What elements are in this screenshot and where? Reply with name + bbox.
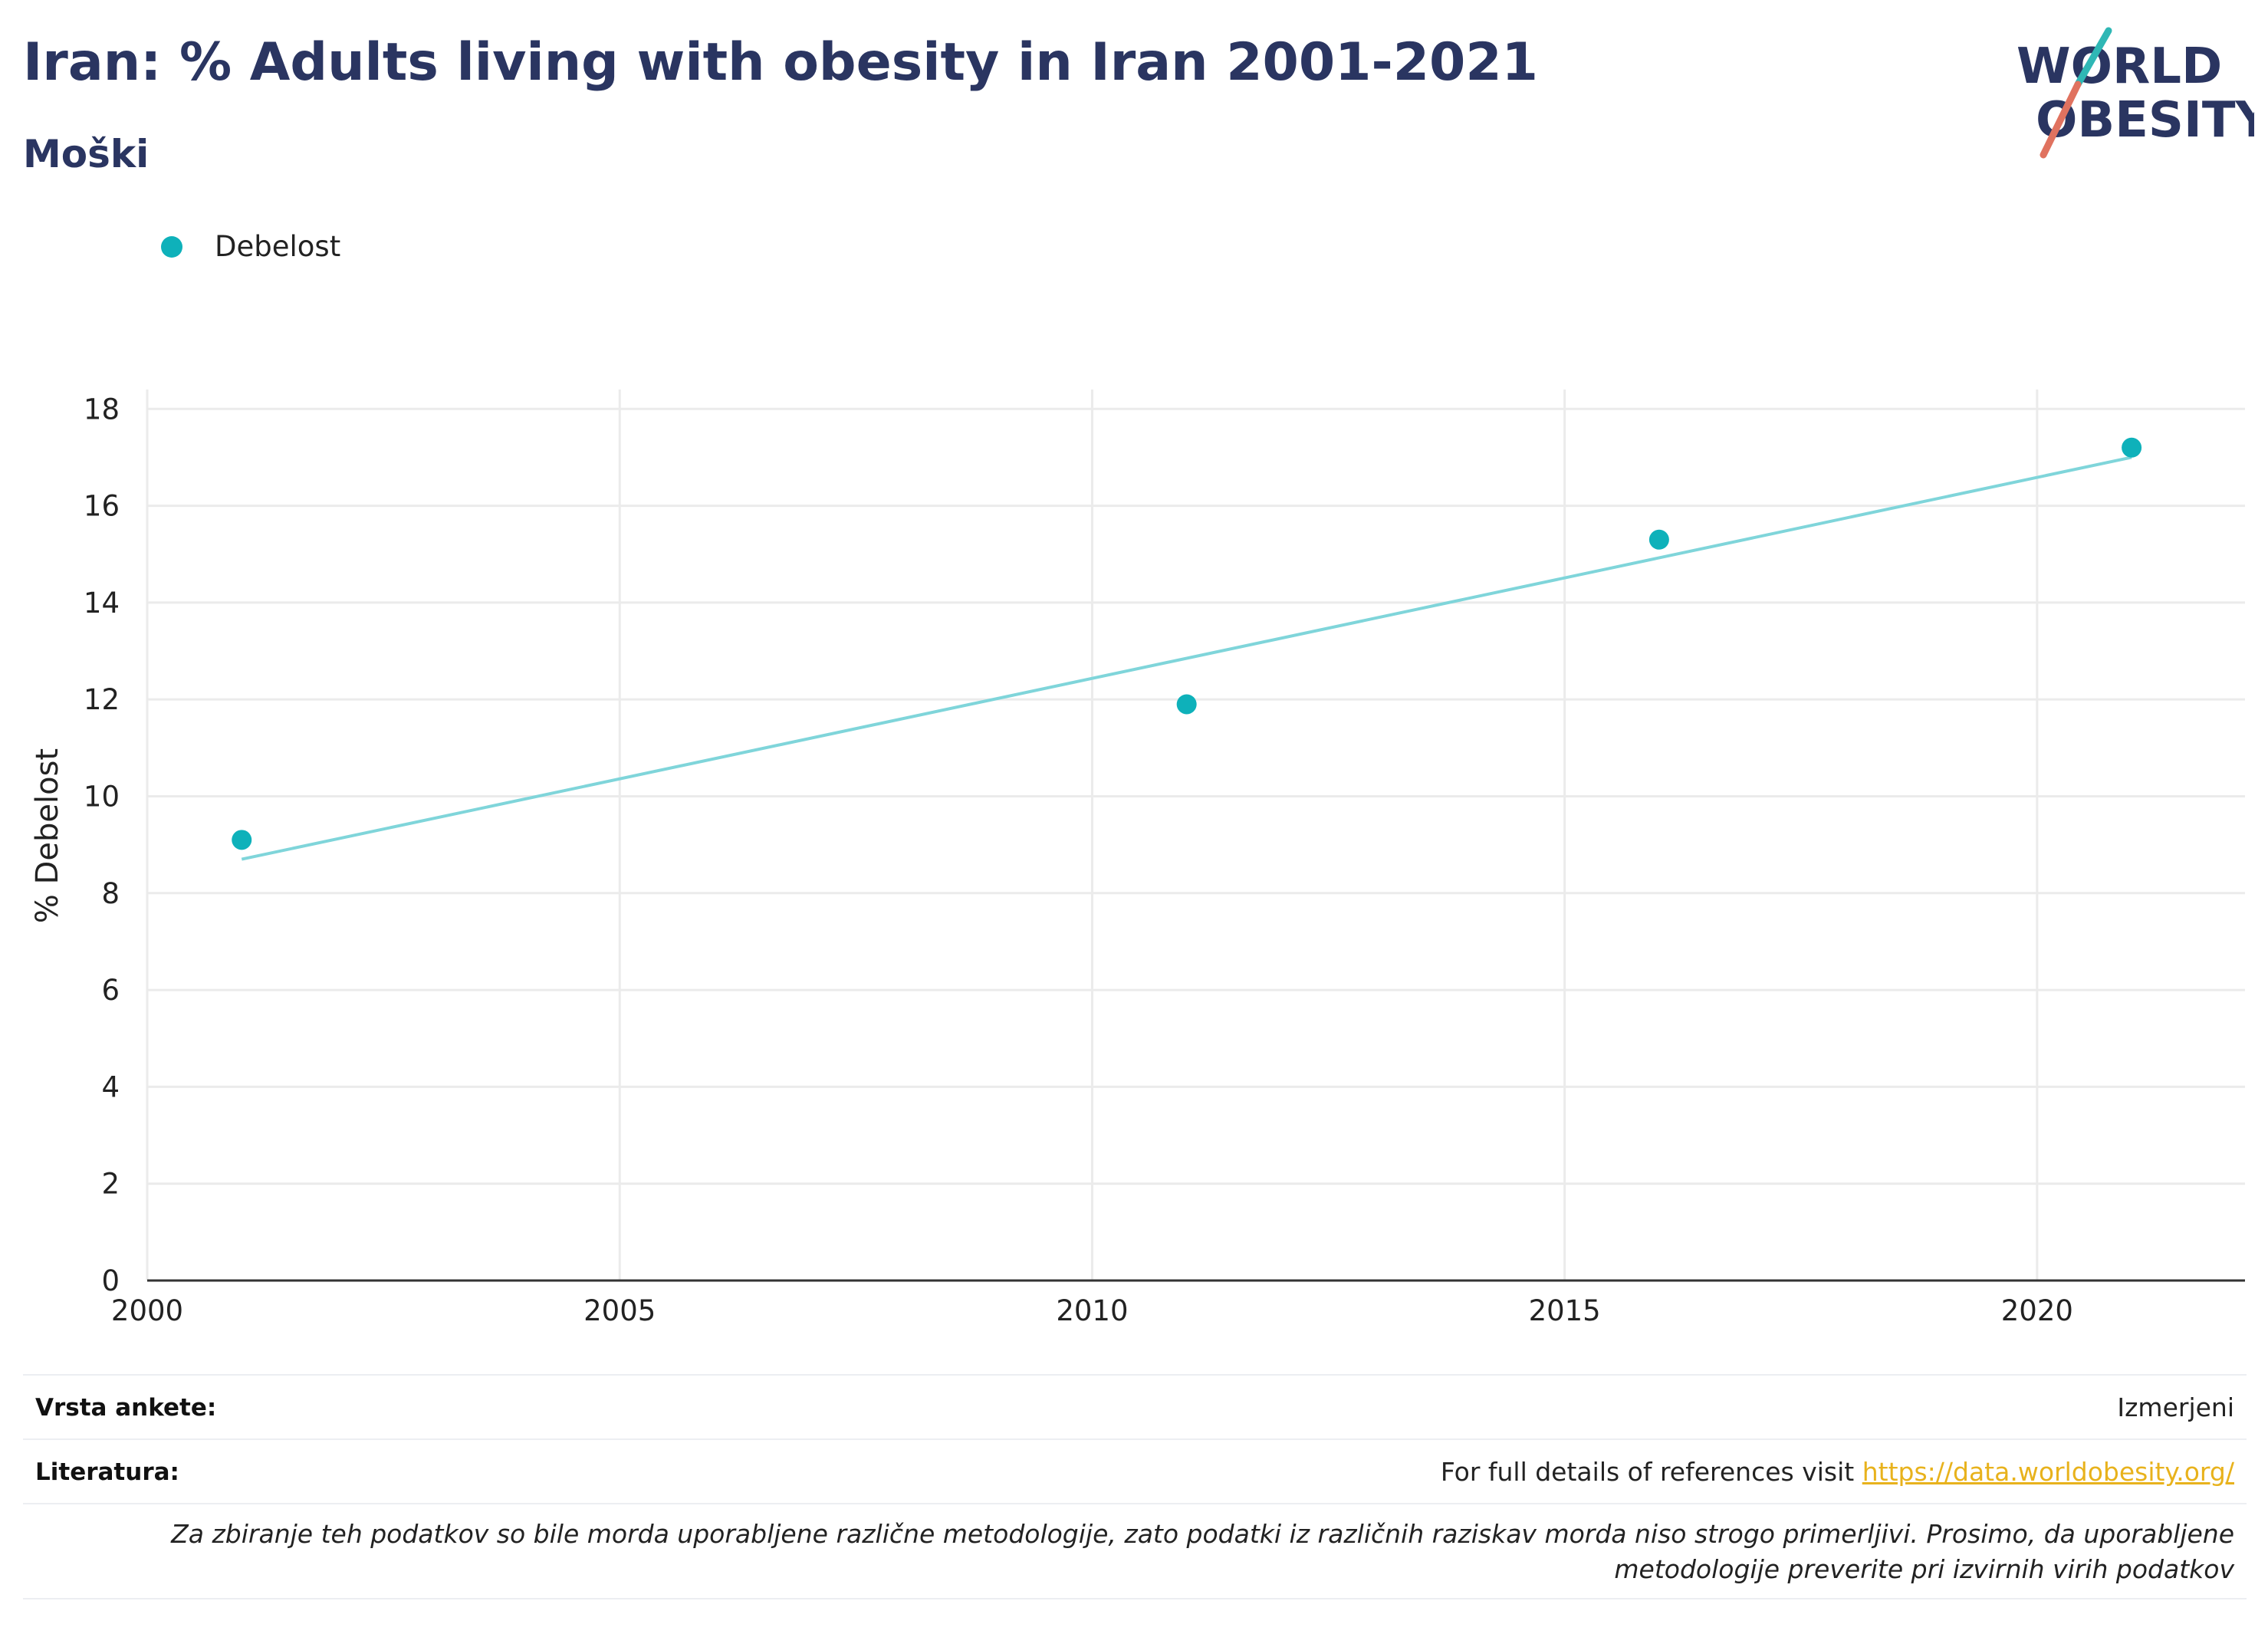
legend-marker bbox=[161, 235, 182, 258]
y-tick-label: 8 bbox=[101, 877, 120, 910]
x-tick-label: 2005 bbox=[583, 1294, 656, 1327]
world-obesity-logo: WORLD OBESITY bbox=[2017, 27, 2254, 159]
data-point bbox=[232, 830, 252, 850]
x-tick-label: 2015 bbox=[1529, 1294, 1601, 1327]
y-tick-label: 0 bbox=[101, 1264, 120, 1297]
legend-label: Debelost bbox=[215, 230, 341, 263]
references-value: For full details of references visit htt… bbox=[1441, 1457, 2234, 1487]
y-tick-label: 6 bbox=[101, 974, 120, 1007]
references-link[interactable]: https://data.worldobesity.org/ bbox=[1862, 1457, 2234, 1487]
chart-subtitle: Moški bbox=[23, 132, 150, 176]
footer-divider bbox=[23, 1438, 2247, 1440]
data-point bbox=[1648, 529, 1669, 550]
footer-divider bbox=[23, 1503, 2247, 1504]
data-point bbox=[1176, 694, 1197, 715]
survey-type-label: Vrsta ankete: bbox=[35, 1394, 217, 1422]
y-tick-label: 2 bbox=[101, 1168, 120, 1201]
references-text: For full details of references visit bbox=[1440, 1457, 1862, 1487]
trend-line bbox=[241, 455, 2132, 861]
references-label: Literatura: bbox=[35, 1458, 179, 1486]
y-tick-label: 10 bbox=[84, 780, 120, 813]
survey-type-value: Izmerjeni bbox=[2117, 1392, 2234, 1422]
svg-text:WORLD: WORLD bbox=[2017, 38, 2222, 95]
y-tick-label: 12 bbox=[84, 683, 120, 716]
footer-divider bbox=[23, 1374, 2247, 1376]
y-tick-label: 4 bbox=[101, 1070, 120, 1103]
y-tick-label: 14 bbox=[84, 587, 120, 620]
chart-title: Iran: % Adults living with obesity in Ir… bbox=[23, 32, 1538, 93]
x-tick-label: 2000 bbox=[111, 1294, 183, 1327]
data-point bbox=[2122, 437, 2142, 458]
x-tick-label: 2020 bbox=[2001, 1294, 2073, 1327]
chart-legend: Debelost bbox=[161, 230, 340, 263]
methodology-note: Za zbiranje teh podatkov so bile morda u… bbox=[171, 1519, 2234, 1584]
y-tick-label: 18 bbox=[84, 393, 120, 426]
scatter-chart: 0 2 4 6 8 10 12 14 16 18 2000 2005 2010 2015 2020 bbox=[84, 390, 2245, 1327]
footer-divider bbox=[23, 1598, 2247, 1599]
y-axis-label: % Debelost bbox=[30, 748, 65, 924]
x-tick-label: 2010 bbox=[1056, 1294, 1128, 1327]
y-tick-label: 16 bbox=[84, 490, 120, 523]
